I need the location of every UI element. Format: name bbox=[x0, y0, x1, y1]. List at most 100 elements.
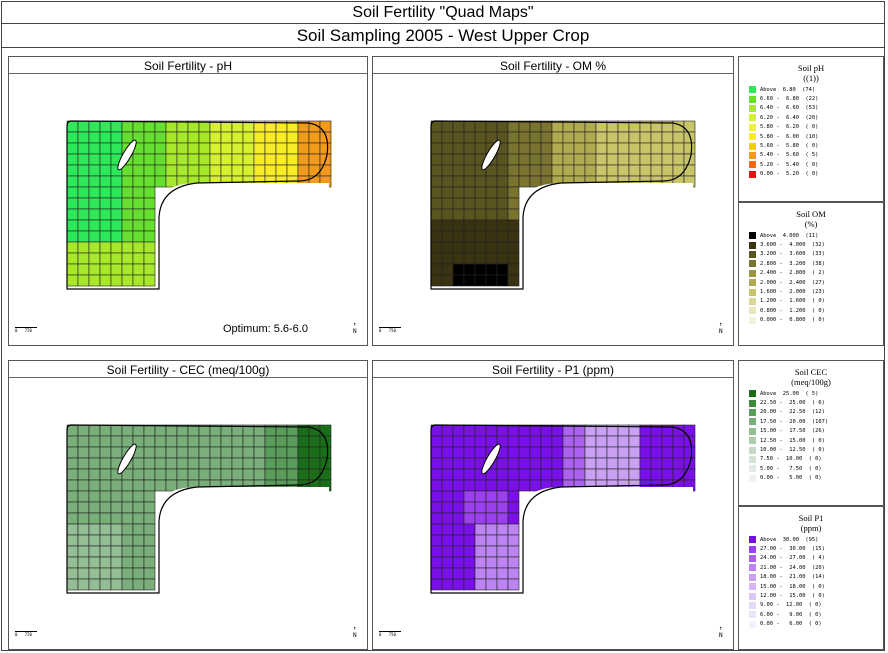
grid-cell bbox=[441, 219, 454, 232]
grid-cell bbox=[496, 424, 509, 437]
legend-label: 2.000 - 2.400 (27) bbox=[760, 279, 825, 286]
legend-swatch bbox=[749, 260, 756, 268]
grid-cell bbox=[143, 556, 156, 569]
grid-cell bbox=[507, 219, 520, 232]
grid-cell bbox=[77, 501, 90, 514]
grid-cell bbox=[110, 567, 123, 580]
grid-cell bbox=[99, 274, 112, 287]
legend-swatch bbox=[749, 583, 756, 591]
divider bbox=[373, 377, 733, 378]
grid-cell bbox=[275, 131, 288, 144]
legend-swatch bbox=[749, 114, 756, 122]
legend-item: 12.50 - 15.00 ( 0) bbox=[749, 436, 883, 445]
grid-cell bbox=[518, 175, 531, 188]
grid-cell bbox=[474, 263, 487, 276]
legend-label: Above 25.00 ( 5) bbox=[760, 390, 819, 397]
grid-cell bbox=[110, 578, 123, 591]
grid-cell bbox=[121, 219, 134, 232]
grid-cell bbox=[242, 435, 255, 448]
grid-cell bbox=[474, 274, 487, 287]
grid-cell bbox=[77, 252, 90, 265]
grid-cell bbox=[441, 435, 454, 448]
grid-cell bbox=[430, 446, 443, 459]
grid-cell bbox=[99, 556, 112, 569]
grid-cell bbox=[485, 274, 498, 287]
grid-cell bbox=[308, 468, 321, 481]
grid-cell bbox=[176, 424, 189, 437]
grid-cell bbox=[297, 142, 310, 155]
grid-cell bbox=[518, 468, 531, 481]
grid-cell bbox=[507, 512, 520, 525]
north-arrow-icon: ↑ N bbox=[719, 321, 723, 335]
grid-cell bbox=[518, 435, 531, 448]
grid-cell bbox=[496, 230, 509, 243]
grid-cell bbox=[66, 446, 79, 459]
grid-cell bbox=[661, 457, 674, 470]
panel-title: Soil Fertility - CEC (meq/100g) bbox=[106, 363, 270, 377]
grid-cell bbox=[573, 435, 586, 448]
grid-cell bbox=[110, 131, 123, 144]
legend-item: 20.00 - 22.50 (12) bbox=[749, 408, 883, 417]
legend-label: 9.00 - 12.00 ( 0) bbox=[760, 602, 822, 609]
grid-cell bbox=[430, 241, 443, 254]
grid-cell bbox=[88, 534, 101, 547]
legend-label: 15.00 - 17.50 (26) bbox=[760, 428, 825, 435]
grid-cell bbox=[242, 446, 255, 459]
legend-swatch bbox=[749, 474, 756, 482]
grid-cell bbox=[540, 142, 553, 155]
grid-cell bbox=[231, 468, 244, 481]
grid-cell bbox=[496, 534, 509, 547]
grid-cell bbox=[110, 142, 123, 155]
grid-cell bbox=[463, 208, 476, 221]
grid-cell bbox=[595, 142, 608, 155]
grid-cell bbox=[474, 120, 487, 133]
grid-cell bbox=[430, 208, 443, 221]
grid-cell bbox=[507, 263, 520, 276]
north-label: N bbox=[719, 328, 723, 335]
grid-cell bbox=[154, 424, 167, 437]
grid-cell bbox=[99, 120, 112, 133]
grid-cell bbox=[584, 153, 597, 166]
grid-cell bbox=[529, 446, 542, 459]
grid-cell bbox=[650, 142, 663, 155]
legend-subtitle: (%) bbox=[804, 219, 818, 229]
grid-cell bbox=[463, 534, 476, 547]
grid-cell bbox=[286, 457, 299, 470]
grid-cell bbox=[551, 164, 564, 177]
grid-cell bbox=[209, 164, 222, 177]
grid-cell bbox=[110, 241, 123, 254]
grid-cell bbox=[441, 164, 454, 177]
legend-item: 5.40 - 5.60 ( 5) bbox=[749, 151, 883, 160]
grid-cell bbox=[132, 175, 145, 188]
grid-cell bbox=[77, 556, 90, 569]
field-inner-corner bbox=[523, 487, 693, 601]
grid-cell bbox=[485, 479, 498, 492]
grid-cell bbox=[573, 446, 586, 459]
grid-cell bbox=[441, 175, 454, 188]
grid-cell bbox=[319, 120, 332, 133]
grid-cell bbox=[463, 501, 476, 514]
grid-cell bbox=[209, 153, 222, 166]
grid-cell bbox=[231, 435, 244, 448]
grid-cell bbox=[683, 446, 696, 459]
grid-cell bbox=[143, 545, 156, 558]
grid-cell bbox=[66, 556, 79, 569]
grid-cell bbox=[77, 545, 90, 558]
grid-cell bbox=[463, 556, 476, 569]
grid-cell bbox=[430, 512, 443, 525]
grid-cell bbox=[485, 208, 498, 221]
grid-cell bbox=[639, 457, 652, 470]
grid-cell bbox=[198, 131, 211, 144]
grid-cell bbox=[165, 131, 178, 144]
grid-cell bbox=[198, 457, 211, 470]
grid-cell bbox=[441, 457, 454, 470]
legend-item: 2.000 - 2.400 (27) bbox=[749, 278, 883, 287]
grid-cell bbox=[88, 556, 101, 569]
grid-cell bbox=[529, 435, 542, 448]
grid-cell bbox=[441, 512, 454, 525]
grid-cell bbox=[99, 545, 112, 558]
grid-cell bbox=[308, 153, 321, 166]
grid-cell bbox=[441, 230, 454, 243]
grid-cell bbox=[154, 457, 167, 470]
legend-swatch bbox=[749, 104, 756, 112]
